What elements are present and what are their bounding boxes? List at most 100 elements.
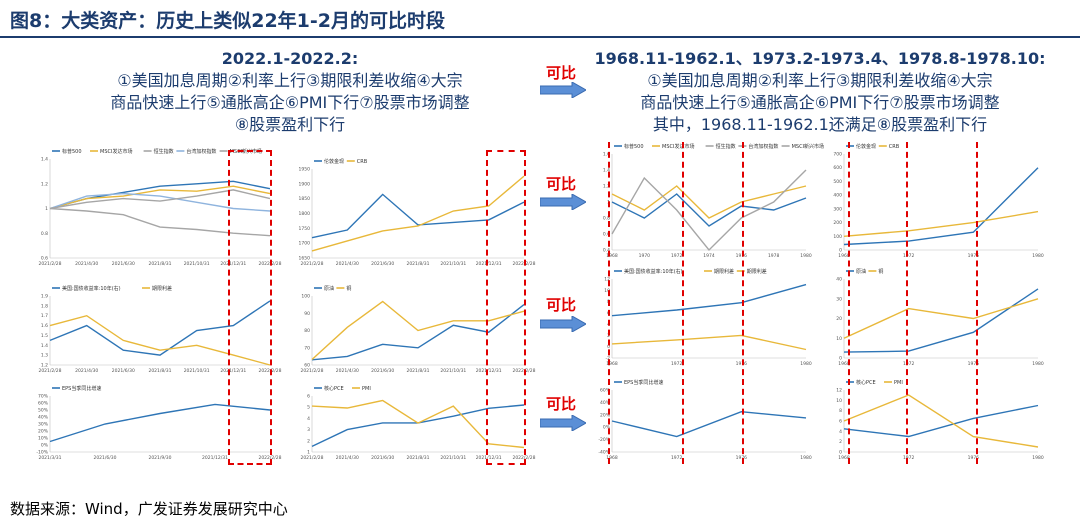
- series-line: [612, 285, 806, 316]
- period-line: [906, 142, 908, 464]
- y-tick-label: 1: [45, 206, 48, 212]
- y-tick-label: 6: [839, 419, 842, 425]
- y-tick-label: 1650: [299, 256, 311, 262]
- y-tick-label: 12: [836, 388, 842, 394]
- y-tick-label: 2: [307, 438, 310, 444]
- legend-label: MSCI发达市场: [662, 143, 694, 150]
- y-tick-label: 1.3: [41, 353, 48, 359]
- right-header: 1968.11-1962.1、1973.2-1973.4、1978.8-1978…: [585, 48, 1055, 136]
- chart-panel-R6: 核心PCE PMI 0 2 4 6 8 10 12 1968 1972 1976 1980: [824, 376, 1046, 464]
- y-tick-label: 90: [304, 311, 310, 317]
- y-tick-label: 1.7: [41, 313, 48, 319]
- y-tick-label: 1.6: [41, 323, 48, 329]
- y-tick-label: 20: [836, 316, 842, 322]
- y-tick-label: 1.4: [41, 343, 48, 349]
- y-tick-label: 1.8: [41, 303, 48, 309]
- x-tick-label: 2021/8/31: [148, 261, 171, 267]
- left-line1: ①美国加息周期②利率上行③期限利差收缩④大宗: [100, 70, 480, 92]
- x-tick-label: 2021/6/30: [112, 368, 135, 374]
- period-line: [976, 142, 978, 464]
- x-tick-label: 2021/2/28: [38, 368, 61, 374]
- y-tick-label: 500: [833, 179, 842, 185]
- legend-label: CRB: [357, 159, 368, 165]
- y-tick-label: 1.5: [41, 333, 48, 339]
- legend-label: 台湾加权指数: [186, 148, 216, 155]
- y-tick-label: 1850: [299, 196, 311, 202]
- y-tick-label: 0.6: [41, 256, 48, 262]
- x-tick-label: 2021/2/28: [300, 455, 323, 461]
- highlight-box-left-1: [228, 150, 272, 465]
- arrow-right-icon: [540, 316, 586, 332]
- series-line: [612, 412, 806, 437]
- y-tick-label: 0: [839, 248, 842, 254]
- arrow-right-icon: [540, 82, 586, 98]
- legend-label: 伦敦金现: [324, 158, 344, 165]
- y-tick-label: 60%: [38, 401, 49, 407]
- right-line2: 商品快速上行⑤通胀高企⑥PMI下行⑦股票市场调整: [585, 92, 1055, 114]
- x-tick-label: 1972: [903, 253, 915, 259]
- x-tick-label: 1972: [671, 455, 683, 461]
- arrow-right-icon: [540, 194, 586, 210]
- legend-label: 标普500: [62, 148, 82, 155]
- x-tick-label: 1972: [671, 253, 683, 259]
- y-tick-label: 5: [307, 405, 310, 411]
- chart-R6: 核心PCE PMI0246810121968 1972 1976 1980: [824, 376, 1046, 464]
- legend-label: 核心PCE: [856, 379, 876, 386]
- legend-label: EPS当季同比增速: [624, 379, 663, 386]
- y-tick-label: 10%: [38, 436, 49, 442]
- chart-R4: 原油 铜 0 10 20 30 40 1968 1972 1976 1980: [824, 265, 1046, 370]
- period-line: [742, 142, 744, 464]
- chart-R1: 标普500 MSCI发达市场 恒生指数 台湾加权指数 MSCI新兴市场0.40.60.8…: [592, 140, 814, 262]
- compare-label-4: 可比: [546, 393, 576, 414]
- legend-label: 铜: [346, 285, 351, 292]
- right-period: 1968.11-1962.1、1973.2-1973.4、1978.8-1978…: [585, 48, 1055, 70]
- y-tick-label: 4: [307, 416, 310, 422]
- x-tick-label: 2021/10/31: [440, 261, 466, 267]
- x-tick-label: 1980: [800, 361, 812, 367]
- left-period: 2022.1-2022.2:: [100, 48, 480, 70]
- y-tick-label: 1.4: [41, 157, 48, 163]
- legend-label: 铜: [878, 268, 883, 275]
- y-tick-label: 0: [839, 450, 842, 456]
- x-tick-label: 2021/6/30: [371, 368, 394, 374]
- x-tick-label: 2021/4/30: [336, 261, 359, 267]
- legend-label: 原油: [856, 268, 866, 275]
- x-tick-label: 1980: [800, 455, 812, 461]
- x-tick-label: 2021/4/30: [75, 261, 98, 267]
- y-tick-label: 2: [839, 439, 842, 445]
- series-line: [612, 170, 806, 250]
- x-tick-label: 2021/2/28: [300, 368, 323, 374]
- series-line: [612, 186, 806, 218]
- title-bar: 图8：大类资产：历史上类似22年1-2月的可比时段: [0, 0, 1080, 38]
- x-tick-label: 1980: [800, 253, 812, 259]
- legend-label: 恒生指数: [716, 143, 736, 150]
- y-tick-label: 200: [833, 220, 842, 226]
- x-tick-label: 2021/6/30: [93, 455, 116, 461]
- y-tick-label: 40: [836, 277, 842, 283]
- legend-label: MSCI新兴市场: [792, 143, 824, 150]
- y-tick-label: 1800: [299, 211, 311, 217]
- y-tick-label: 70: [304, 345, 310, 351]
- source-note: 数据来源：Wind，广发证券发展研究中心: [10, 498, 288, 519]
- chart-R2: 伦敦金现 CRB01002003004005006007001968 1972 197…: [824, 140, 1046, 262]
- chart-panel-R2: 伦敦金现 CRB 0 100 200 300 400 500 600 700 1968 1972 197…: [824, 140, 1046, 262]
- y-tick-label: 400: [833, 193, 842, 199]
- legend-label: 美国:国债收益率:10年(右): [624, 268, 683, 275]
- x-tick-label: 2021/8/31: [148, 368, 171, 374]
- legend-label: 伦敦金现: [856, 143, 876, 150]
- legend-label: 标普500: [624, 143, 644, 150]
- y-tick-label: 1.2: [41, 181, 48, 187]
- x-tick-label: 2021/10/31: [184, 368, 210, 374]
- right-line3: 其中，1968.11-1962.1还满足⑧股票盈利下行: [585, 114, 1055, 136]
- x-tick-label: 2021/2/28: [38, 261, 61, 267]
- legend-label: 台湾加权指数: [748, 143, 778, 150]
- y-tick-label: 1.9: [41, 294, 48, 300]
- chart-R5: EPS当季同比增速-40%-20%0%20%40%60%1968 1972 1976…: [592, 376, 814, 464]
- y-tick-label: 60: [304, 363, 310, 369]
- y-tick-label: 80: [304, 328, 310, 334]
- y-tick-label: 1950: [299, 167, 311, 173]
- x-tick-label: 2021/8/31: [406, 455, 429, 461]
- x-tick-label: 1978: [768, 253, 780, 259]
- chart-panel-R5: EPS当季同比增速 -40% -20% 0% 20% 40% 60% 1968 1972 1976…: [592, 376, 814, 464]
- y-tick-label: 0: [839, 356, 842, 362]
